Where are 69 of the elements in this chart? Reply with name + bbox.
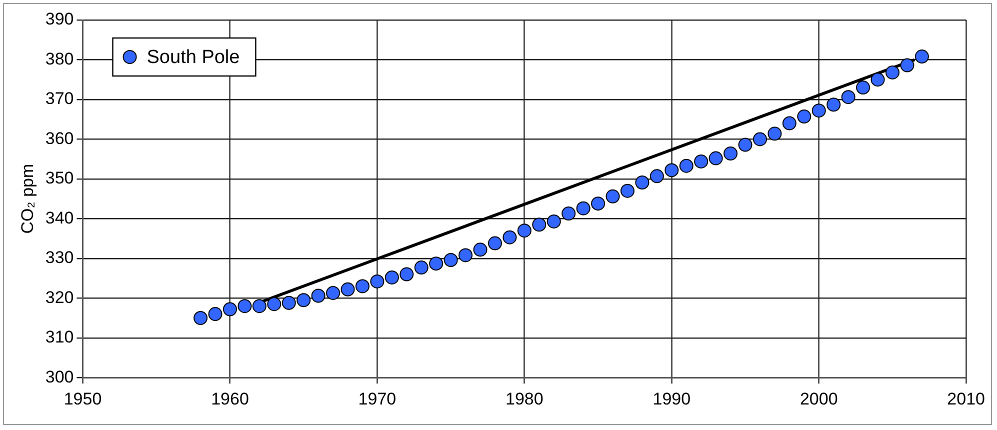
point [429,256,444,271]
point [708,151,723,166]
y-tick-label: 370 [45,89,74,108]
point [620,184,634,198]
point [502,230,517,244]
point [546,214,561,228]
y-tick-label: 300 [45,367,74,386]
legend-label: South Pole [146,47,240,68]
point [384,270,399,284]
point [591,196,606,211]
point [914,50,929,64]
point [768,126,782,141]
point [812,104,826,118]
point [635,176,650,190]
y-tick-label: 390 [45,10,74,29]
point [752,132,767,146]
point [370,274,384,288]
point [650,169,664,184]
x-tick-label: 1990 [652,389,691,408]
point [340,282,355,296]
point [194,311,208,325]
point [841,90,856,104]
point [562,206,576,220]
point [414,260,428,275]
y-tick-label: 380 [45,49,74,68]
point [782,116,796,130]
point [355,279,370,294]
point [870,72,885,87]
y-tick-label: 360 [45,128,74,148]
point [208,307,222,322]
x-tick-label: 1980 [506,389,544,408]
y-tick-label: 310 [45,328,74,347]
point [856,80,870,95]
point [900,58,914,72]
point [679,158,694,173]
x-tick-label: 1960 [211,389,249,408]
y-tick-label: 320 [45,288,74,307]
point [885,65,900,80]
x-tick-label: 1950 [64,389,102,408]
point [458,248,473,262]
point [606,189,620,204]
point [444,252,458,267]
x-tick-label: 2010 [947,389,986,408]
point [296,293,311,308]
point [576,201,590,216]
point [282,296,296,310]
point [517,224,532,238]
x-tick-label: 2000 [800,389,838,408]
x-tick-label: 1970 [358,389,396,408]
y-tick-label: 340 [45,208,74,228]
point [252,299,266,314]
point [473,242,488,257]
point [664,163,679,178]
point [797,110,812,124]
point [488,236,502,250]
point [238,299,252,314]
point [532,218,546,232]
y-axis-title: CO₂ ppm [18,164,37,234]
y-tick-label: 330 [45,248,74,268]
point [826,98,841,112]
point [326,286,340,300]
point [724,146,738,161]
point [222,302,237,316]
point [267,297,282,312]
point [311,288,326,303]
y-tick-label: 350 [45,168,74,188]
point [400,267,414,282]
point [738,138,752,152]
point [694,154,708,168]
